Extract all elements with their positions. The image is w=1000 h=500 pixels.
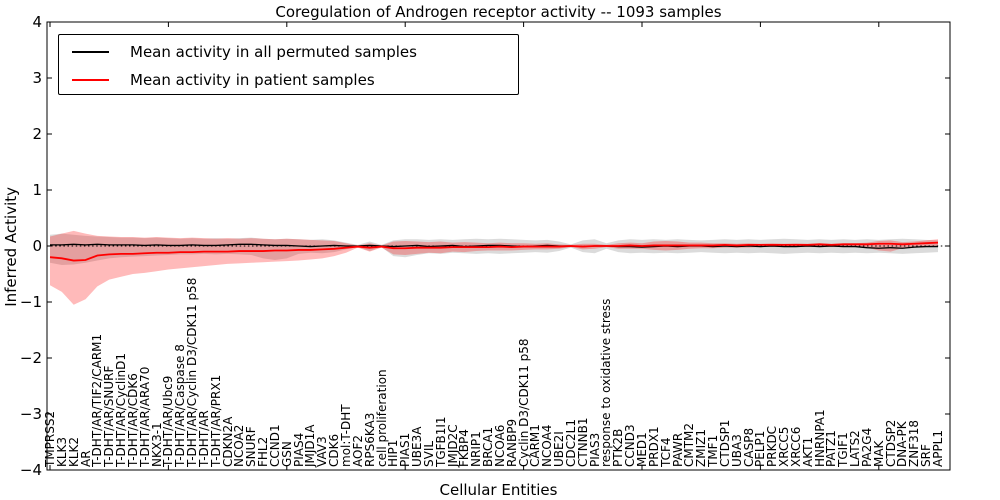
x-tick-label: AKT1 bbox=[800, 436, 815, 467]
patient-range-band bbox=[50, 230, 938, 305]
y-tick-label: 1 bbox=[32, 181, 42, 199]
x-tick-label: CTNNB1 bbox=[575, 417, 590, 467]
x-tick-label: KLK2 bbox=[66, 436, 81, 467]
x-tick-label: MAK bbox=[871, 440, 886, 467]
y-tick-label: 0 bbox=[32, 237, 42, 255]
x-tick-label: T-DHT/AR/ARA70 bbox=[137, 366, 152, 467]
x-tick-label: UBA3 bbox=[729, 434, 744, 467]
legend-entry-patient: Mean activity in patient samples bbox=[59, 66, 518, 94]
legend-entry-permuted: Mean activity in all permuted samples bbox=[59, 38, 518, 66]
chart-title: Coregulation of Androgen receptor activi… bbox=[275, 3, 722, 21]
permuted-mean-line bbox=[50, 243, 938, 249]
x-tick-label: RPS6KA3 bbox=[362, 412, 377, 467]
legend-label-patient: Mean activity in patient samples bbox=[130, 71, 375, 89]
x-tick-label: GSN bbox=[279, 441, 294, 467]
y-tick-label: 3 bbox=[32, 69, 42, 87]
x-axis-label: Cellular Entities bbox=[439, 481, 558, 499]
y-tick-label: −1 bbox=[19, 293, 42, 311]
permuted-line-swatch bbox=[72, 51, 109, 53]
x-tick-label: TGFB1I1 bbox=[433, 416, 448, 467]
y-tick-label: 2 bbox=[32, 125, 42, 143]
permuted-range-band bbox=[50, 233, 938, 266]
x-tick-label: APPL1 bbox=[931, 429, 945, 467]
y-tick-label: −4 bbox=[19, 461, 42, 479]
x-tick-label: RANBP9 bbox=[504, 418, 519, 467]
x-tick-label: T-DHT/AR/PRX1 bbox=[208, 374, 223, 467]
x-tick-label: TCF4 bbox=[658, 437, 673, 467]
legend: Mean activity in all permuted samples Me… bbox=[58, 34, 519, 95]
y-tick-label: −2 bbox=[19, 349, 42, 367]
legend-label-permuted: Mean activity in all permuted samples bbox=[130, 43, 417, 61]
patient-mean-line bbox=[49, 241, 939, 262]
y-tick-label: 4 bbox=[32, 13, 42, 31]
patient-line-swatch bbox=[72, 79, 109, 81]
y-tick-label: −3 bbox=[19, 405, 42, 423]
